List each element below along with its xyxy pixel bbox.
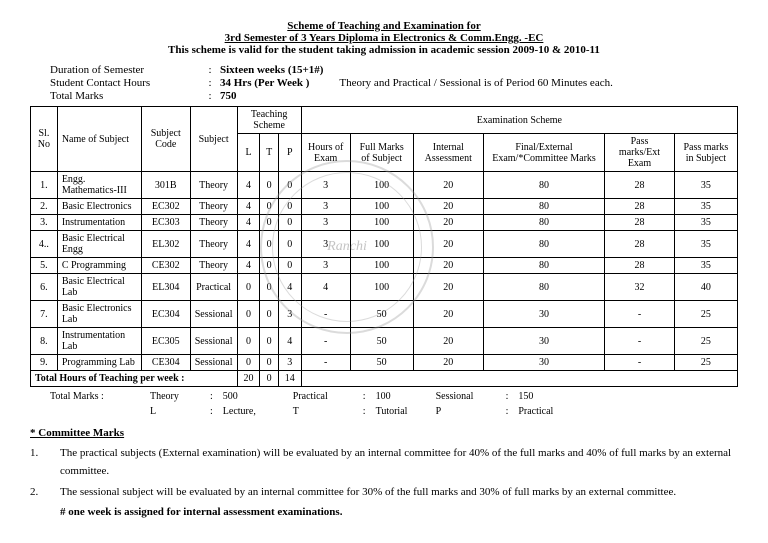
notes: 1. The practical subjects (External exam… (30, 445, 738, 518)
duration-value: Sixteen weeks (15+1#) (220, 64, 323, 76)
note-1: The practical subjects (External examina… (60, 445, 738, 480)
title-block: Scheme of Teaching and Examination for 3… (30, 20, 738, 56)
total-t: 0 (260, 371, 278, 387)
col-internal: Internal Assessment (413, 134, 483, 172)
duration-label: Duration of Semester (50, 64, 200, 76)
table-row: 1.Engg. Mathematics-III301BTheory4003100… (31, 172, 738, 199)
table-row: 3.InstrumentationEC303Theory400310020802… (31, 215, 738, 231)
contact-label: Student Contact Hours (50, 77, 200, 89)
col-passsub: Pass marks in Subject (674, 134, 737, 172)
subtitle: This scheme is valid for the student tak… (30, 44, 738, 56)
table-row: 7.Basic Electronics LabEC304Sessional003… (31, 301, 738, 328)
col-passext: Pass marks/Ext Exam (605, 134, 674, 172)
total-hours-label: Total Hours of Teaching per week : (31, 371, 238, 387)
committee-heading: * Committee Marks (30, 427, 738, 439)
col-final: Final/External Exam/*Committee Marks (483, 134, 604, 172)
col-code: Subject Code (141, 107, 190, 172)
contact-value: 34 Hrs (Per Week ) (220, 77, 309, 89)
note-1-num: 1. (30, 445, 60, 480)
totals-label: Total Marks : (50, 391, 140, 402)
col-l: L (237, 134, 260, 172)
table-row: 8.Instrumentation LabEC305Sessional004-5… (31, 328, 738, 355)
totals-row: Total Marks : Theory: 500 Practical: 100… (50, 391, 738, 402)
table-row: 9.Programming LabCE304Sessional003-50203… (31, 355, 738, 371)
col-name: Name of Subject (57, 107, 141, 172)
totalmarks-label: Total Marks (50, 90, 200, 102)
meta-block: Duration of Semester : Sixteen weeks (15… (50, 64, 738, 102)
note-2: The sessional subject will be evaluated … (60, 484, 738, 502)
col-subject: Subject (190, 107, 237, 172)
hash-note: # one week is assigned for internal asse… (60, 506, 738, 518)
col-teaching: Teaching Scheme (237, 107, 301, 134)
scheme-table: Sl. No Name of Subject Subject Code Subj… (30, 106, 738, 387)
totalmarks-value: 750 (220, 90, 237, 102)
total-l: 20 (237, 371, 260, 387)
col-exam: Examination Scheme (301, 107, 737, 134)
total-p: 14 (278, 371, 301, 387)
col-full: Full Marks of Subject (350, 134, 413, 172)
title-line-1: Scheme of Teaching and Examination for (30, 20, 738, 32)
legend-row: L: Lecture, T: Tutorial P: Practical (50, 406, 738, 417)
col-sl: Sl. No (31, 107, 58, 172)
col-p: P (278, 134, 301, 172)
note-2-num: 2. (30, 484, 60, 502)
col-t: T (260, 134, 278, 172)
table-row: 5.C ProgrammingCE302Theory40031002080283… (31, 258, 738, 274)
col-hours: Hours of Exam (301, 134, 350, 172)
contact-extra: Theory and Practical / Sessional is of P… (339, 77, 612, 89)
title-line-2: 3rd Semester of 3 Years Diploma in Elect… (30, 32, 738, 44)
table-row: 4..Basic Electrical EnggEL302Theory40031… (31, 231, 738, 258)
table-row: 6.Basic Electrical LabEL304Practical0044… (31, 274, 738, 301)
table-row: 2.Basic ElectronicsEC302Theory4003100208… (31, 199, 738, 215)
